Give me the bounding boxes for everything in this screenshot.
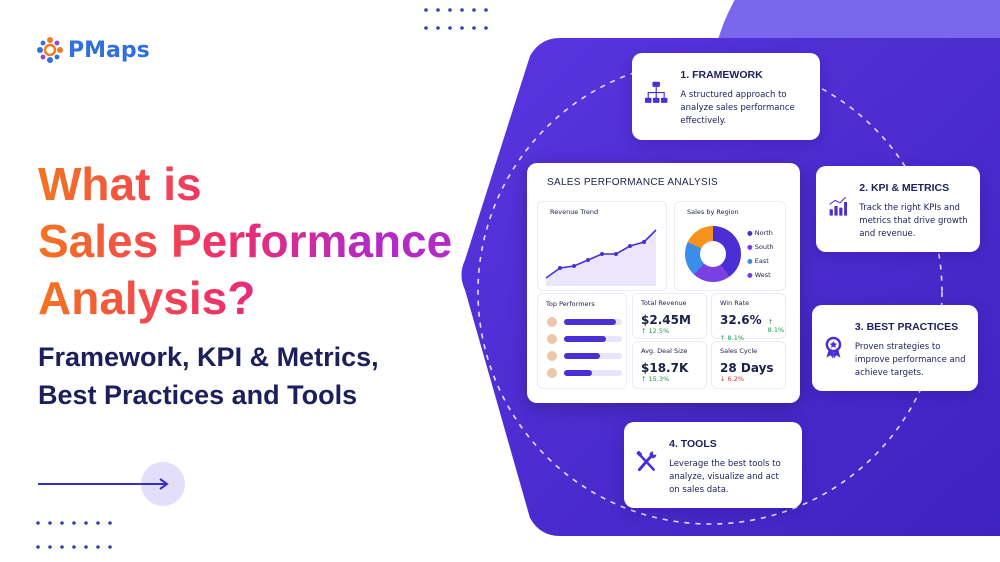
headline-line: Sales Performance (38, 215, 453, 267)
region-donut (685, 226, 741, 282)
kpi-value: 32.6% (720, 313, 762, 327)
card-text: Proven strategies to improve performance… (854, 342, 966, 378)
legend-item: ● East (747, 257, 769, 265)
award-icon (825, 336, 842, 359)
kpi-panel: Total Revenue $2.45M ↑ 12.5% (632, 293, 707, 339)
performer-bars (547, 317, 622, 378)
logo: PMaps (36, 36, 150, 64)
card-title: 3. BEST PRACTICES (854, 321, 959, 333)
card-text: Track the right KPIs and metrics that dr… (859, 203, 968, 239)
kpi-label: Win Rate (720, 299, 750, 307)
subheadline-line: Framework, KPI & Metrics, (38, 342, 379, 372)
kpi-change: ↓ 6.2% (720, 375, 745, 383)
kpi-label: Sales Cycle (720, 347, 758, 355)
subheadline-line: Best Practices and Tools (38, 380, 358, 410)
framework-icon (644, 81, 668, 103)
kpi-row: 32.6% ↑ 8.1% (720, 307, 784, 334)
top-performers-panel: Top Performers (537, 293, 627, 389)
kpi-label: Total Revenue (641, 299, 687, 307)
card: 2. KPI & METRICS Track the right KPIs and… (816, 166, 980, 252)
logo-icon (37, 37, 63, 63)
card-text: A structured approach to analyze sales p… (680, 90, 795, 126)
legend-item: ● South (747, 243, 774, 251)
legend-item: ● North (747, 229, 773, 237)
logo-text: PMaps (68, 37, 150, 63)
card-text: Leverage the best tools to analyze, visu… (669, 459, 781, 495)
card-title: 4. TOOLS (669, 438, 717, 450)
kpi-value: 28 Days (720, 361, 774, 375)
kpi-change: ↑ 8.1% (720, 334, 745, 342)
kpi-row: $2.45M (641, 307, 698, 327)
panel-title: Revenue Trend (550, 208, 599, 216)
panel-title: Sales by Region (687, 208, 739, 216)
kpi-panel: Avg. Deal Size $18.7K ↑ 15.3% (632, 341, 707, 389)
headline: What is Sales Performance Analysis? (38, 156, 452, 327)
legend-label: South (754, 243, 774, 251)
kpi-badge: ↑ 8.1% (767, 318, 785, 334)
kpi-row: $18.7K (641, 355, 698, 375)
legend-label: West (754, 271, 771, 279)
headline-line: What is (38, 158, 202, 210)
panel-title: Top Performers (546, 300, 595, 308)
kpi-value: $18.7K (641, 361, 689, 375)
dashboard: SALES PERFORMANCE ANALYSIS Revenue Trend… (527, 163, 800, 403)
sales-by-region-panel: Sales by Region ● North ● South ● East ●… (674, 201, 786, 291)
legend-label: North (754, 229, 773, 237)
card-title: 2. KPI & METRICS (859, 182, 950, 194)
kpi-panel: Sales Cycle 28 Days ↓ 6.2% (711, 341, 786, 389)
trend-sparkline (545, 229, 657, 286)
headline-line: Analysis? (38, 272, 256, 324)
subheadline: Framework, KPI & Metrics, Best Practices… (38, 338, 379, 414)
kpi-value: $2.45M (641, 313, 691, 327)
kpi-icon (829, 196, 848, 216)
card: 3. BEST PRACTICES Proven strategies to im… (812, 305, 978, 391)
kpi-label: Avg. Deal Size (641, 347, 688, 355)
dashboard-title: SALES PERFORMANCE ANALYSIS (547, 177, 718, 188)
revenue-trend-panel: Revenue Trend (537, 201, 667, 291)
tools-icon (636, 450, 657, 472)
card: 1. FRAMEWORK A structured approach to ana… (632, 53, 820, 140)
legend-label: East (754, 257, 769, 265)
kpi-row: 28 Days (720, 355, 777, 375)
kpi-change: ↑ 15.3% (641, 375, 670, 383)
legend-item: ● West (747, 271, 771, 279)
kpi-change: ↑ 12.5% (641, 327, 670, 335)
card-title: 1. FRAMEWORK (680, 69, 763, 81)
card: 4. TOOLS Leverage the best tools to analy… (624, 422, 802, 508)
kpi-panel: Win Rate 32.6% ↑ 8.1% ↑ 8.1% (711, 293, 786, 342)
region-legend: ● North ● South ● East ● West (747, 226, 774, 282)
